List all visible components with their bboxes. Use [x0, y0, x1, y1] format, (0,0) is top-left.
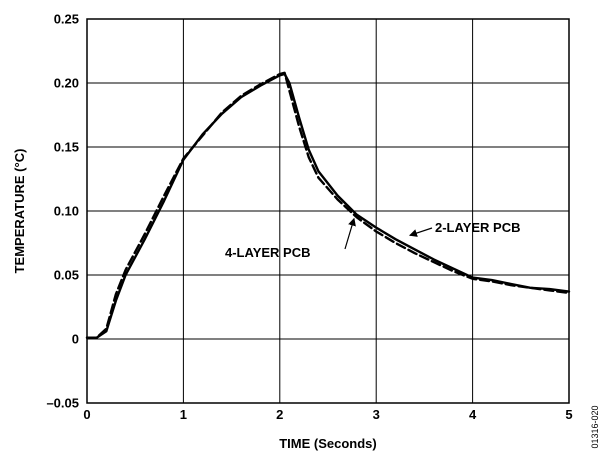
y-tick-label: –0.05	[46, 396, 79, 411]
annotations: 2-LAYER PCB 4-LAYER PCB	[225, 217, 520, 260]
y-tick-label: 0.05	[54, 268, 79, 283]
x-tick-label: 3	[373, 407, 380, 422]
annotation-arrow	[344, 217, 356, 250]
annotation-arrow	[408, 227, 433, 237]
y-tick-label: 0	[72, 332, 79, 347]
tick-labels: 0 1 2 3 4 5 –0.05 0 0.05 0.10 0.15 0.20 0.25	[46, 12, 572, 423]
x-tick-label: 4	[469, 407, 477, 422]
series-line-4-layer-pcb	[85, 71, 571, 339]
x-tick-label: 5	[565, 407, 572, 422]
series-layer	[85, 71, 571, 339]
x-tick-label: 2	[276, 407, 283, 422]
figure-id: 01316-020	[590, 405, 600, 448]
y-tick-label: 0.10	[54, 204, 79, 219]
grid	[87, 19, 569, 403]
y-tick-label: 0.20	[54, 76, 79, 91]
x-tick-label: 0	[83, 407, 90, 422]
y-tick-label: 0.25	[54, 12, 79, 27]
x-axis-label: TIME (Seconds)	[279, 436, 377, 451]
plot-frame	[86, 18, 570, 404]
annotation-label: 2-LAYER PCB	[435, 220, 520, 235]
annotation-label: 4-LAYER PCB	[225, 245, 310, 260]
x-tick-label: 1	[180, 407, 187, 422]
y-axis-label: TEMPERATURE (°C)	[12, 149, 27, 274]
y-tick-label: 0.15	[54, 140, 79, 155]
